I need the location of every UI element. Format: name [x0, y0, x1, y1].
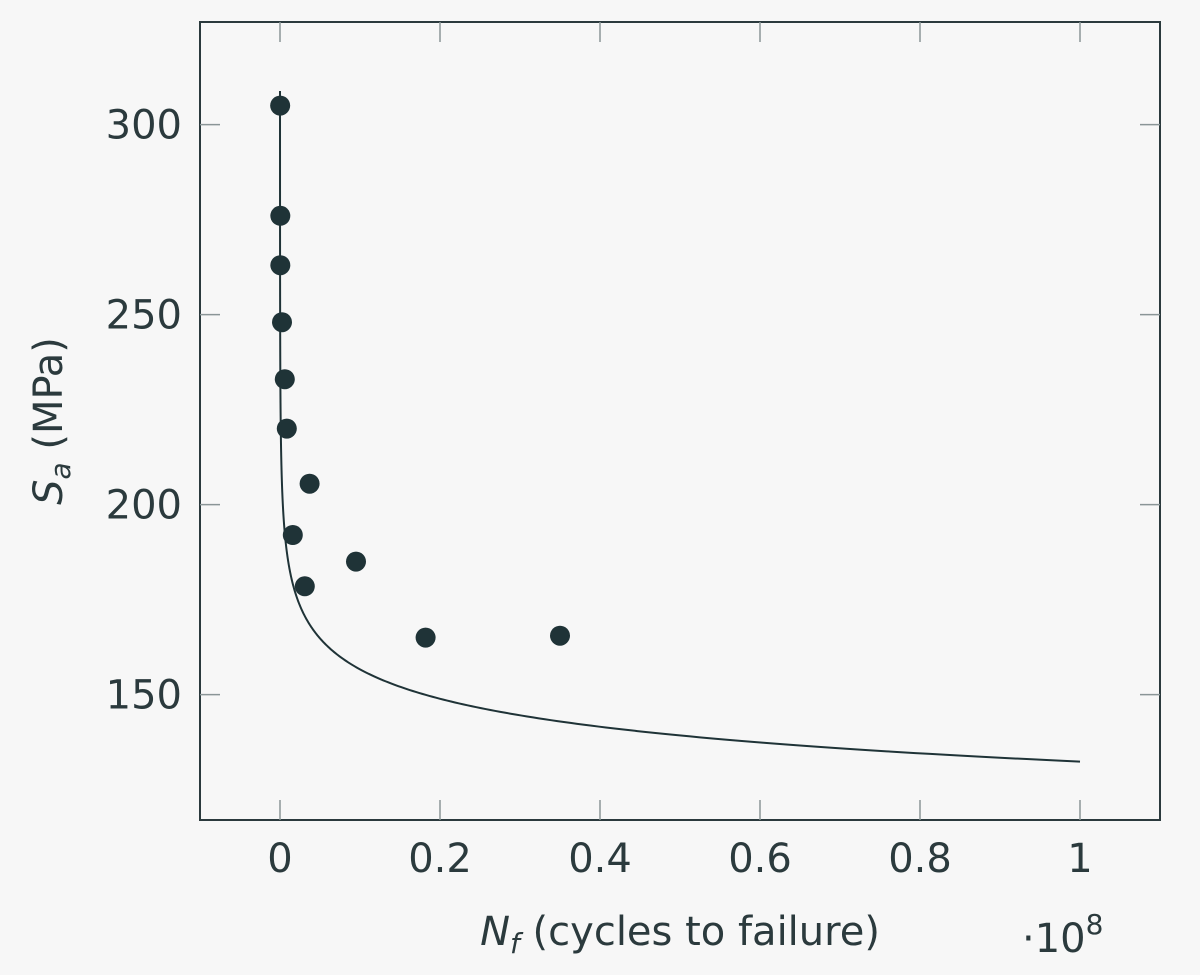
x-tick-label: 0.2 [408, 836, 472, 882]
data-point [415, 627, 436, 648]
plot-frame [199, 21, 1161, 821]
y-tick-label: 250 [106, 293, 182, 339]
x-tick-label: 0.4 [568, 836, 632, 882]
x-tick-label: 0.8 [888, 836, 952, 882]
y-tick-label: 150 [106, 673, 182, 719]
x-tick-label: 0 [267, 836, 292, 882]
data-point [346, 551, 366, 572]
data-point [274, 369, 295, 390]
y-tick-label: 200 [106, 483, 182, 529]
data-point [272, 312, 292, 333]
data-point [270, 255, 291, 276]
data-point [294, 576, 315, 597]
data-point [270, 205, 291, 226]
axis-ticks [200, 22, 1160, 820]
x-tick-label: 1 [1067, 836, 1092, 882]
x-axis-multiplier: ·108 [1022, 908, 1103, 962]
data-point [282, 525, 303, 545]
data-point [299, 473, 320, 494]
data-point [270, 95, 291, 116]
y-tick-label: 300 [106, 103, 182, 149]
data-points [270, 95, 570, 648]
data-point [276, 418, 297, 439]
x-axis-label: Nf (cycles to failure) [480, 909, 880, 960]
y-axis-label: Sa (MPa) [26, 337, 77, 505]
data-point [550, 625, 570, 646]
fit-curve [279, 91, 1081, 763]
tick-labels: 0 0.2 0.4 0.6 0.8 1 150 200 250 300 [106, 103, 1093, 882]
x-tick-label: 0.6 [728, 836, 792, 882]
